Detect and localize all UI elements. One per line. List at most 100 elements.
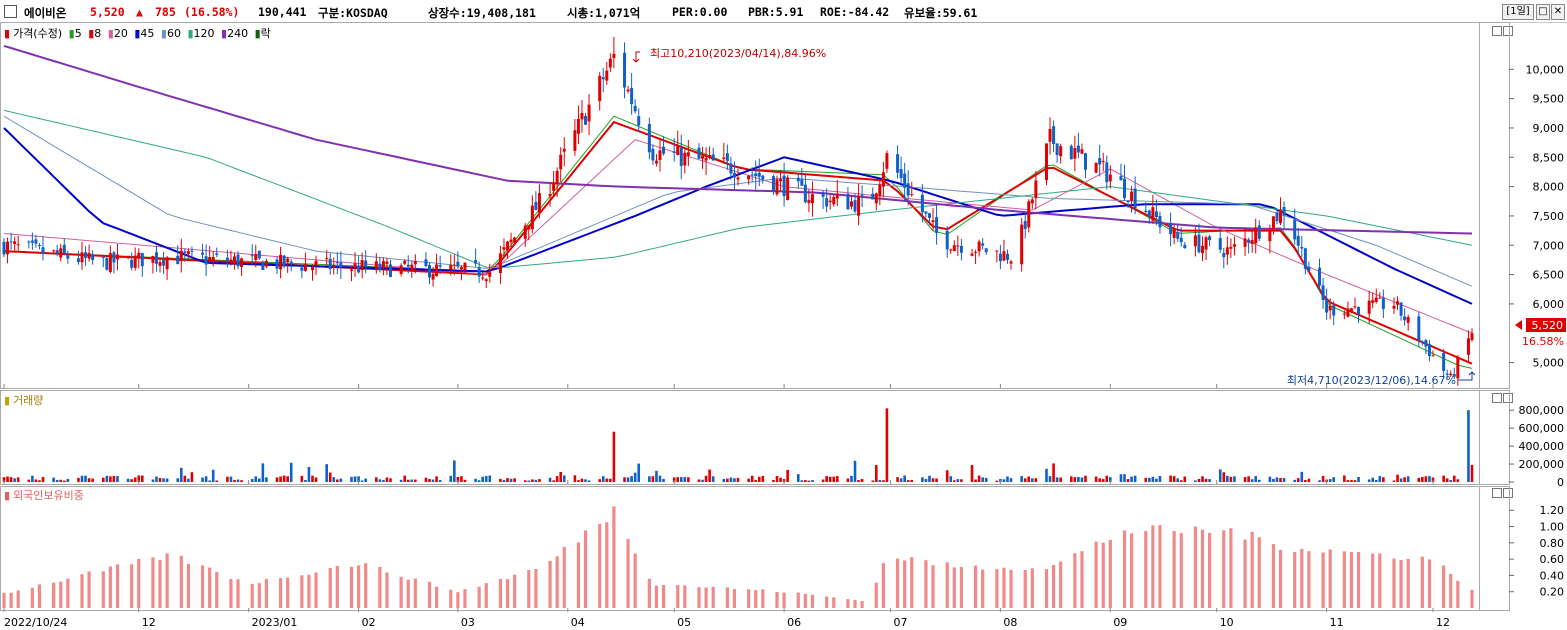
volume-bar xyxy=(336,479,339,482)
volume-bar xyxy=(410,479,414,482)
period-button[interactable]: [1일] xyxy=(1502,4,1534,20)
volume-bar xyxy=(687,477,690,482)
foreign-bar xyxy=(1349,552,1354,608)
legend-ma45[interactable]: 45 xyxy=(140,27,155,40)
foreign-bar xyxy=(406,579,410,608)
volume-bar xyxy=(1371,477,1375,482)
volume-bar xyxy=(375,477,378,482)
volume-bar xyxy=(577,480,580,482)
candle-body xyxy=(1193,235,1197,247)
candle-body xyxy=(587,104,591,122)
foreign-bar xyxy=(449,589,453,608)
legend-ma5[interactable]: 5 xyxy=(74,27,82,40)
volume-panel-minimize-icon[interactable] xyxy=(1492,393,1502,403)
last-price-pct: 16.58% xyxy=(1522,335,1564,348)
volume-tick-label: 800,000 xyxy=(1519,404,1565,417)
foreign-bar xyxy=(1307,551,1311,608)
candle-body xyxy=(1466,338,1470,355)
candle-body xyxy=(509,239,513,243)
candle-body xyxy=(931,220,935,223)
volume-bar xyxy=(1006,476,1009,482)
candle-body xyxy=(424,259,428,266)
maximize-icon[interactable]: □ xyxy=(1536,4,1550,20)
candle-body xyxy=(1002,251,1006,261)
legend-foreign-label[interactable]: 외국인보유비중 xyxy=(13,489,84,502)
volume-bar xyxy=(1183,476,1187,482)
volume-bar xyxy=(133,477,137,482)
candle-body xyxy=(484,279,488,282)
candle-body xyxy=(1144,210,1148,213)
legend-ma240-marker: ▮ xyxy=(221,27,228,40)
foreign-bar xyxy=(1456,580,1460,608)
legend-ma120[interactable]: 120 xyxy=(193,27,215,40)
foreign-bar xyxy=(484,583,488,608)
foreign-bar xyxy=(796,592,800,608)
legend-ma240[interactable]: 240 xyxy=(227,27,249,40)
legend-price-label[interactable]: 가격(수정) xyxy=(13,27,63,40)
volume-bar xyxy=(1158,475,1162,482)
volume-bar xyxy=(204,476,208,482)
foreign-bar xyxy=(264,578,268,608)
select-checkbox[interactable] xyxy=(4,5,17,18)
price-panel-close-icon[interactable] xyxy=(1503,26,1513,36)
candle-body xyxy=(208,256,212,262)
foreign-bar xyxy=(158,560,162,608)
candle-body xyxy=(555,170,559,185)
price-tick-label: 7,500 xyxy=(1533,210,1565,223)
candle-body xyxy=(332,265,336,268)
candle-body xyxy=(310,267,314,271)
volume-panel-close-icon[interactable] xyxy=(1503,393,1513,403)
volume-bar xyxy=(1378,476,1382,482)
volume-bar xyxy=(6,476,9,482)
candle-body xyxy=(2,241,6,255)
volume-bar xyxy=(307,466,311,482)
price-panel-minimize-icon[interactable] xyxy=(1492,26,1502,36)
close-icon[interactable]: ✕ xyxy=(1551,4,1565,20)
legend-ma8[interactable]: 8 xyxy=(94,27,102,40)
foreign-tick-label: 1.00 xyxy=(1540,521,1565,534)
candle-body xyxy=(608,58,612,68)
legend-volume-label[interactable]: 거래량 xyxy=(13,394,44,407)
candle-body xyxy=(1449,373,1453,376)
candle-body xyxy=(410,264,414,270)
candle-body xyxy=(431,274,435,280)
legend-ma60[interactable]: 60 xyxy=(166,27,181,40)
foreign-bar xyxy=(1151,525,1155,608)
candle-body xyxy=(1445,373,1449,375)
x-tick-label: 05 xyxy=(677,616,691,629)
foreign-panel-close-icon[interactable] xyxy=(1503,488,1513,498)
volume-bar xyxy=(846,478,850,482)
foreign-bar xyxy=(427,581,432,608)
foreign-bar xyxy=(1371,553,1375,608)
foreign-bar xyxy=(179,555,183,608)
x-tick-label: 11 xyxy=(1330,616,1344,629)
foreign-bar xyxy=(1420,556,1424,608)
foreign-bar xyxy=(186,563,190,608)
volume-bar xyxy=(59,479,63,482)
foreign-bar xyxy=(704,587,708,608)
volume-bar xyxy=(811,480,814,482)
volume-bar xyxy=(981,477,984,482)
legend-ma20[interactable]: 20 xyxy=(113,27,128,40)
candle-body xyxy=(126,255,130,257)
candle-body xyxy=(1318,267,1322,286)
legend-rak[interactable]: 락 xyxy=(260,27,271,40)
reserve-ratio: 유보율:59.61 xyxy=(904,6,978,20)
candle-body xyxy=(34,239,38,244)
foreign-panel-minimize-icon[interactable] xyxy=(1492,488,1502,498)
volume-bar xyxy=(935,478,938,482)
low-arrow-icon xyxy=(1458,371,1476,381)
candle-body xyxy=(807,199,811,204)
volume-bar xyxy=(158,477,162,482)
foreign-bar xyxy=(661,585,666,608)
foreign-bar xyxy=(115,564,120,608)
foreign-bar xyxy=(137,559,141,608)
candle-body xyxy=(1392,305,1396,309)
candle-body xyxy=(435,264,439,277)
candle-body xyxy=(896,154,900,173)
volume-bar xyxy=(474,478,477,482)
candle-body xyxy=(232,256,236,264)
foreign-bar xyxy=(413,578,417,608)
candle-body xyxy=(683,152,687,166)
